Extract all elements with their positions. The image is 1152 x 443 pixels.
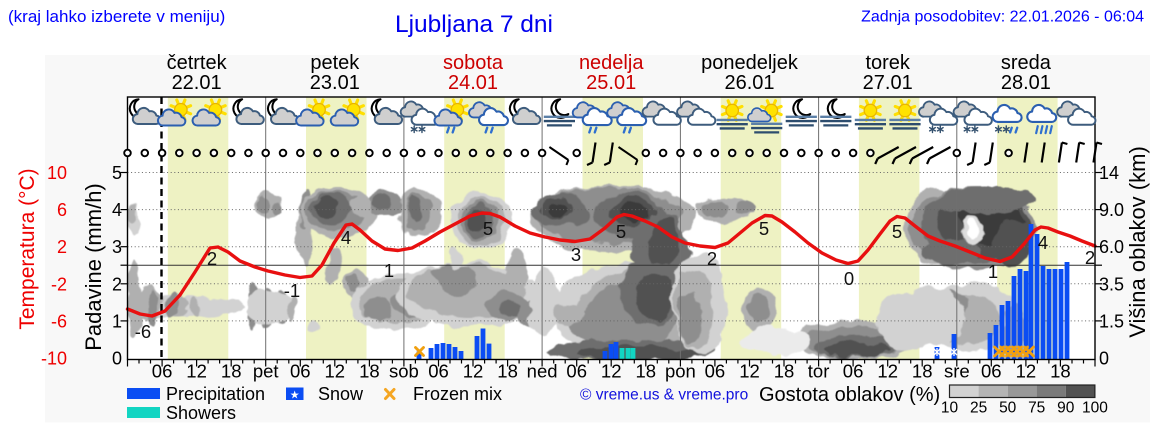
svg-text:1.5: 1.5 [1099,311,1124,331]
svg-text:5: 5 [112,163,122,183]
svg-text:100: 100 [1082,400,1108,417]
svg-text:Temperatura (°C): Temperatura (°C) [16,168,39,329]
svg-text:6: 6 [57,200,67,220]
svg-text:Gostota oblakov (%): Gostota oblakov (%) [759,384,940,406]
svg-text:četrtek: četrtek [167,52,228,74]
svg-text:5: 5 [483,218,493,239]
svg-text:sreda: sreda [1001,52,1052,74]
svg-text:★: ★ [290,390,300,402]
svg-text:10: 10 [941,400,959,417]
svg-text:18: 18 [221,361,242,382]
svg-text:18: 18 [1050,361,1071,382]
svg-text:06: 06 [428,361,449,382]
svg-text:nedelja: nedelja [579,52,644,74]
svg-text:12: 12 [186,361,207,382]
svg-text:23.01: 23.01 [310,72,360,94]
svg-text:06: 06 [843,361,864,382]
svg-text:12: 12 [1016,361,1037,382]
svg-text:12: 12 [463,361,484,382]
svg-text:5: 5 [616,221,626,242]
svg-text:27.01: 27.01 [863,72,913,94]
svg-text:-6: -6 [51,311,67,331]
svg-text:18: 18 [497,361,518,382]
svg-text:Višina oblakov (km): Višina oblakov (km) [1125,146,1150,338]
svg-text:2: 2 [57,237,67,257]
svg-text:Snow: Snow [318,384,364,404]
svg-text:Precipitation: Precipitation [166,384,265,404]
svg-text:24.01: 24.01 [448,72,498,94]
svg-text:-2: -2 [51,274,67,294]
svg-text:6.0: 6.0 [1099,237,1124,257]
svg-text:ned: ned [527,361,558,382]
svg-text:tor: tor [808,361,830,382]
svg-text:Showers: Showers [166,403,236,423]
svg-text:2: 2 [1085,247,1095,268]
svg-text:4: 4 [1038,232,1048,253]
svg-text:1: 1 [384,260,394,281]
svg-text:06: 06 [705,361,726,382]
svg-text:0: 0 [844,268,854,289]
svg-text:06: 06 [152,361,173,382]
svg-text:Ljubljana 7 dni: Ljubljana 7 dni [395,11,553,38]
svg-text:06: 06 [290,361,311,382]
svg-text:06: 06 [981,361,1002,382]
svg-text:1: 1 [988,261,998,282]
svg-text:22.01: 22.01 [172,72,222,94]
svg-text:2: 2 [207,248,217,269]
svg-text:(kraj lahko izberete v meniju): (kraj lahko izberete v meniju) [8,7,225,26]
svg-text:06: 06 [566,361,587,382]
svg-text:sre: sre [944,361,970,382]
svg-text:4: 4 [341,227,351,248]
svg-text:12: 12 [325,361,346,382]
svg-text:ponedeljek: ponedeljek [701,52,799,74]
svg-text:12: 12 [877,361,898,382]
svg-text:25.01: 25.01 [586,72,636,94]
svg-text:Padavine (mm/h): Padavine (mm/h) [81,183,106,351]
svg-text:© vreme.us & vreme.pro: © vreme.us & vreme.pro [580,387,748,404]
svg-text:90: 90 [1057,400,1075,417]
svg-text:-10: -10 [41,349,67,369]
svg-text:Frozen mix: Frozen mix [413,384,502,404]
svg-text:sobota: sobota [443,52,504,74]
svg-text:5: 5 [892,221,902,242]
svg-text:50: 50 [999,400,1017,417]
svg-text:pon: pon [665,361,696,382]
svg-text:10: 10 [47,163,67,183]
svg-text:18: 18 [359,361,380,382]
svg-text:2: 2 [707,248,717,269]
svg-text:28.01: 28.01 [1001,72,1051,94]
svg-text:0: 0 [112,349,122,369]
svg-text:3: 3 [112,237,122,257]
svg-text:3.5: 3.5 [1099,274,1124,294]
svg-text:9.0: 9.0 [1099,200,1124,220]
svg-text:sob: sob [389,361,419,382]
svg-text:petek: petek [310,52,360,74]
svg-text:18: 18 [912,361,933,382]
svg-text:12: 12 [601,361,622,382]
svg-text:12: 12 [739,361,760,382]
svg-text:4: 4 [112,200,122,220]
svg-text:5: 5 [759,218,769,239]
svg-text:14: 14 [1099,163,1119,183]
svg-text:18: 18 [636,361,657,382]
svg-text:3: 3 [571,244,581,265]
svg-text:75: 75 [1028,400,1045,417]
svg-text:0: 0 [1099,349,1109,369]
svg-text:26.01: 26.01 [724,72,774,94]
svg-text:18: 18 [774,361,795,382]
svg-text:Zadnja posodobitev: 22.01.2026: Zadnja posodobitev: 22.01.2026 - 06:04 [861,9,1144,26]
svg-text:pet: pet [253,361,279,382]
svg-text:-1: -1 [284,280,300,301]
svg-text:2: 2 [112,274,122,294]
svg-text:-6: -6 [135,321,151,342]
svg-text:25: 25 [970,400,987,417]
svg-text:1: 1 [112,311,122,331]
svg-text:torek: torek [865,52,910,74]
